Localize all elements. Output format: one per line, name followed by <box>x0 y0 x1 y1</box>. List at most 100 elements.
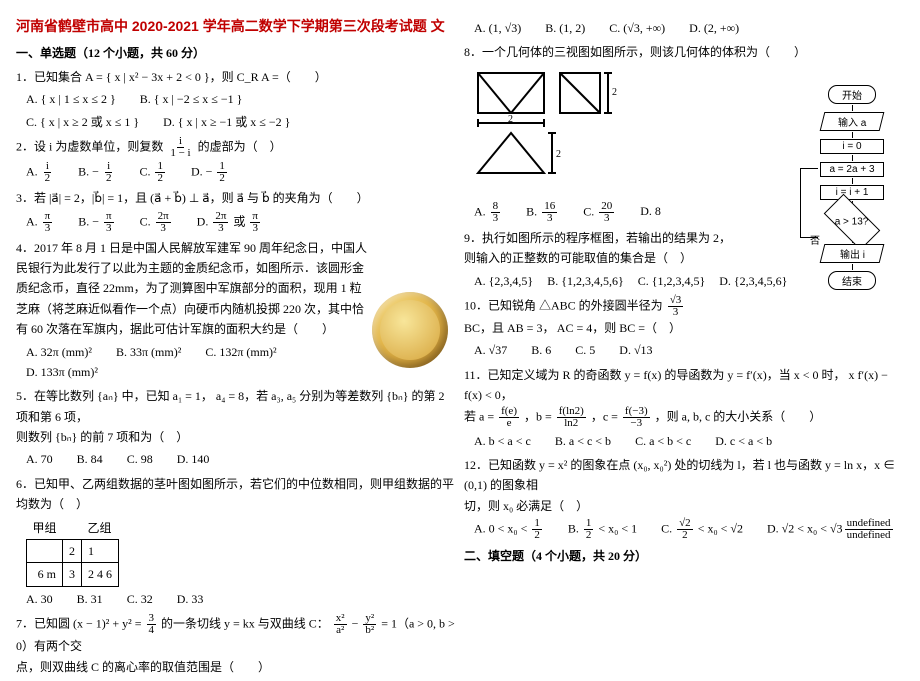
opt: B. 84 <box>77 449 103 469</box>
q5-stem: 5．在等比数列 {aₙ} 中，已知 a₁ = 1， a₄ = 8，若 a₃, a… <box>16 386 456 427</box>
opt: D. − 12 <box>191 161 229 184</box>
q7-opts: A. (1, √3) B. (1, 2) C. (√3, +∞) D. (2, … <box>474 18 904 38</box>
left-column: 河南省鹤壁市高中 2020-2021 学年高二数学下学期第三次段考试题 文 一、… <box>16 16 456 681</box>
q7-a: 7．已知圆 (x − 1)² + y² = <box>16 616 145 630</box>
opt: A. b < a < c <box>474 431 531 451</box>
flow-cond: a > 13? <box>824 194 881 251</box>
q2-opts: A. i2 B. − i2 C. 12 D. − 12 <box>26 161 456 184</box>
flow-p2: a = 2a + 3 <box>820 162 884 177</box>
q3-stem: 3．若 |a⃗| = 2，|b⃗| = 1，且 (a⃗ + b⃗) ⊥ a⃗，则… <box>16 188 456 208</box>
opt: D. 133π (mm)² <box>26 362 98 382</box>
q11: 11．已知定义域为 R 的奇函数 y = f(x) 的导函数为 y = f′(x… <box>464 365 904 451</box>
q2-stem-a: 2．设 i 为虚数单位，则复数 <box>16 139 166 153</box>
q10-b: BC，且 AB = 3， AC = 4，则 BC =（ ） <box>464 321 681 335</box>
q12: 12．已知函数 y = x² 的图象在点 (x₀, x₀²) 处的切线为 l，若… <box>464 455 904 541</box>
opt: C. 5 <box>575 340 595 360</box>
coin-image <box>372 292 448 368</box>
opt: A. (1, √3) <box>474 18 521 38</box>
opt: C. 32 <box>127 589 153 609</box>
q10-a: 10．已知锐角 △ABC 的外接圆半径为 <box>464 298 666 312</box>
opt: A. 0 < x₀ < 12 <box>474 518 544 541</box>
svg-text:2: 2 <box>508 114 513 125</box>
q9-stem2: 则输入的正整数的可能取值的集合是（ ） <box>464 248 804 268</box>
q5-stem2: 则数列 {bₙ} 的前 7 项和为（ ） <box>16 427 456 447</box>
stem-leaf-table: 甲组乙组 21 6 m32 4 6 <box>26 517 119 587</box>
q9-stem1: 9．执行如图所示的程序框图，若输出的结果为 2， <box>464 228 804 248</box>
opt: B. { x | −2 ≤ x ≤ −1 } <box>140 89 243 109</box>
opt: C. √22 < x₀ < √2 <box>661 518 743 541</box>
q11-stem2: 若 a = f(e)e ，b = f(ln2)ln2 ，c = f(−3)−3 … <box>464 406 904 429</box>
opt: A. 30 <box>26 589 53 609</box>
opt: B. {1,2,3,4,5,6} <box>547 271 624 291</box>
q1-stem: 1．已知集合 A = { x | x² − 3x + 2 < 0 }，则 C_R… <box>16 67 456 87</box>
opt: D. { x | x ≥ −1 或 x ≤ −2 } <box>163 112 290 132</box>
section-1-head: 一、单选题（12 个小题，共 60 分） <box>16 44 456 61</box>
flow-no: 否 <box>810 232 820 247</box>
exam-title: 河南省鹤壁市高中 2020-2021 学年高二数学下学期第三次段考试题 文 <box>16 16 456 36</box>
flow-p1: i = 0 <box>820 139 884 154</box>
q9-opts: A. {2,3,4,5} B. {1,2,3,4,5,6} C. {1,2,3,… <box>474 271 804 291</box>
flow-input: 输入 a <box>820 112 885 131</box>
q2-stem-b: 的虚部为（ ） <box>198 139 282 153</box>
q5: 5．在等比数列 {aₙ} 中，已知 a₁ = 1， a₄ = 8，若 a₃, a… <box>16 386 456 470</box>
q12-opts: A. 0 < x₀ < 12 B. 12 < x₀ < 1 C. √22 < x₀ … <box>474 518 904 541</box>
svg-text:2: 2 <box>556 149 561 160</box>
q4-stem: 4．2017 年 8 月 1 日是中国人民解放军建军 90 周年纪念日，中国人民… <box>16 241 367 337</box>
opt: A. 32π (mm)² <box>26 342 92 362</box>
q7-b: 的一条切线 y = kx 与双曲线 C： <box>161 616 329 630</box>
opt: A. {2,3,4,5} <box>474 271 533 291</box>
opt: A. 83 <box>474 201 502 224</box>
q7-d: 点，则双曲线 C 的离心率的取值范围是（ ） <box>16 657 456 677</box>
flow-output: 输出 i <box>820 244 885 263</box>
svg-text:2: 2 <box>612 87 617 98</box>
opt: B. 12 < x₀ < 1 <box>568 518 637 541</box>
opt: C. {1,2,3,4,5} <box>638 271 706 291</box>
flow-end: 结束 <box>828 271 876 290</box>
q12-stem: 12．已知函数 y = x² 的图象在点 (x₀, x₀²) 处的切线为 l，若… <box>464 455 904 496</box>
opt: D. 140 <box>177 449 210 469</box>
q5-opts: A. 70 B. 84 C. 98 D. 140 <box>26 449 456 469</box>
q6-opts: A. 30 B. 31 C. 32 D. 33 <box>26 589 456 609</box>
opt: D. 33 <box>177 589 204 609</box>
flowchart: 开始 输入 a i = 0 a = 2a + 3 i = i + 1 a > 1… <box>806 82 898 293</box>
frac: i1 − i <box>168 136 192 159</box>
opt: D. 2π3 或 π3 <box>197 211 262 234</box>
opt: C. { x | x ≥ 2 或 x ≤ 1 } <box>26 112 139 132</box>
q1-opts: A. { x | 1 ≤ x ≤ 2 } B. { x | −2 ≤ x ≤ −… <box>26 89 456 109</box>
opt: B. − i2 <box>78 161 115 184</box>
opt: C. 203 <box>583 201 616 224</box>
opt: D. c < a < b <box>715 431 772 451</box>
geometry-svg: 2 2 2 <box>474 67 644 197</box>
opt: A. 70 <box>26 449 53 469</box>
opt: C. a < b < c <box>635 431 691 451</box>
q7: 7．已知圆 (x − 1)² + y² = 34 的一条切线 y = kx 与双… <box>16 613 456 677</box>
flow-p3: i = i + 1 <box>820 185 884 200</box>
opt: C. 12 <box>139 161 167 184</box>
opt: B. (1, 2) <box>545 18 585 38</box>
opt: B. a < c < b <box>555 431 611 451</box>
opt: A. i2 <box>26 161 54 184</box>
opt: B. 31 <box>77 589 103 609</box>
q11-opts: A. b < a < c B. a < c < b C. a < b < c D… <box>474 431 904 451</box>
opt: C. (√3, +∞) <box>609 18 665 38</box>
q12-stem2: 切，则 x₀ 必满足（ ） <box>464 496 904 516</box>
opt: B. 33π (mm)² <box>116 342 181 362</box>
opt: B. 6 <box>531 340 551 360</box>
opt: B. − π3 <box>78 211 115 234</box>
opt: D. 8 <box>640 201 661 224</box>
frac: y²b² <box>363 613 376 636</box>
right-column: A. (1, √3) B. (1, 2) C. (√3, +∞) D. (2, … <box>464 16 904 681</box>
opt: D. √2 < x₀ < √3undefinedundefined <box>767 518 895 541</box>
opt: C. 2π3 <box>140 211 173 234</box>
q8-stem: 8．一个几何体的三视图如图所示，则该几何体的体积为（ ） <box>464 42 904 62</box>
q3-opts: A. π3B. − π3C. 2π3D. 2π3 或 π3 <box>26 211 456 234</box>
opt: D. √13 <box>619 340 652 360</box>
q6: 6．已知甲、乙两组数据的茎叶图如图所示，若它们的中位数相同，则甲组数据的平均数为… <box>16 474 456 609</box>
q3: 3．若 |a⃗| = 2，|b⃗| = 1，且 (a⃗ + b⃗) ⊥ a⃗，则… <box>16 188 456 233</box>
opt: C. 132π (mm)² <box>205 342 276 362</box>
section-2-head: 二、填空题（4 个小题，共 20 分） <box>464 547 904 564</box>
q2: 2．设 i 为虚数单位，则复数 i1 − i 的虚部为（ ） A. i2 B. −… <box>16 136 456 184</box>
opt: D. {2,3,4,5,6} <box>719 271 787 291</box>
q11-stem1: 11．已知定义域为 R 的奇函数 y = f(x) 的导函数为 y = f′(x… <box>464 365 904 406</box>
opt: A. { x | 1 ≤ x ≤ 2 } <box>26 89 116 109</box>
